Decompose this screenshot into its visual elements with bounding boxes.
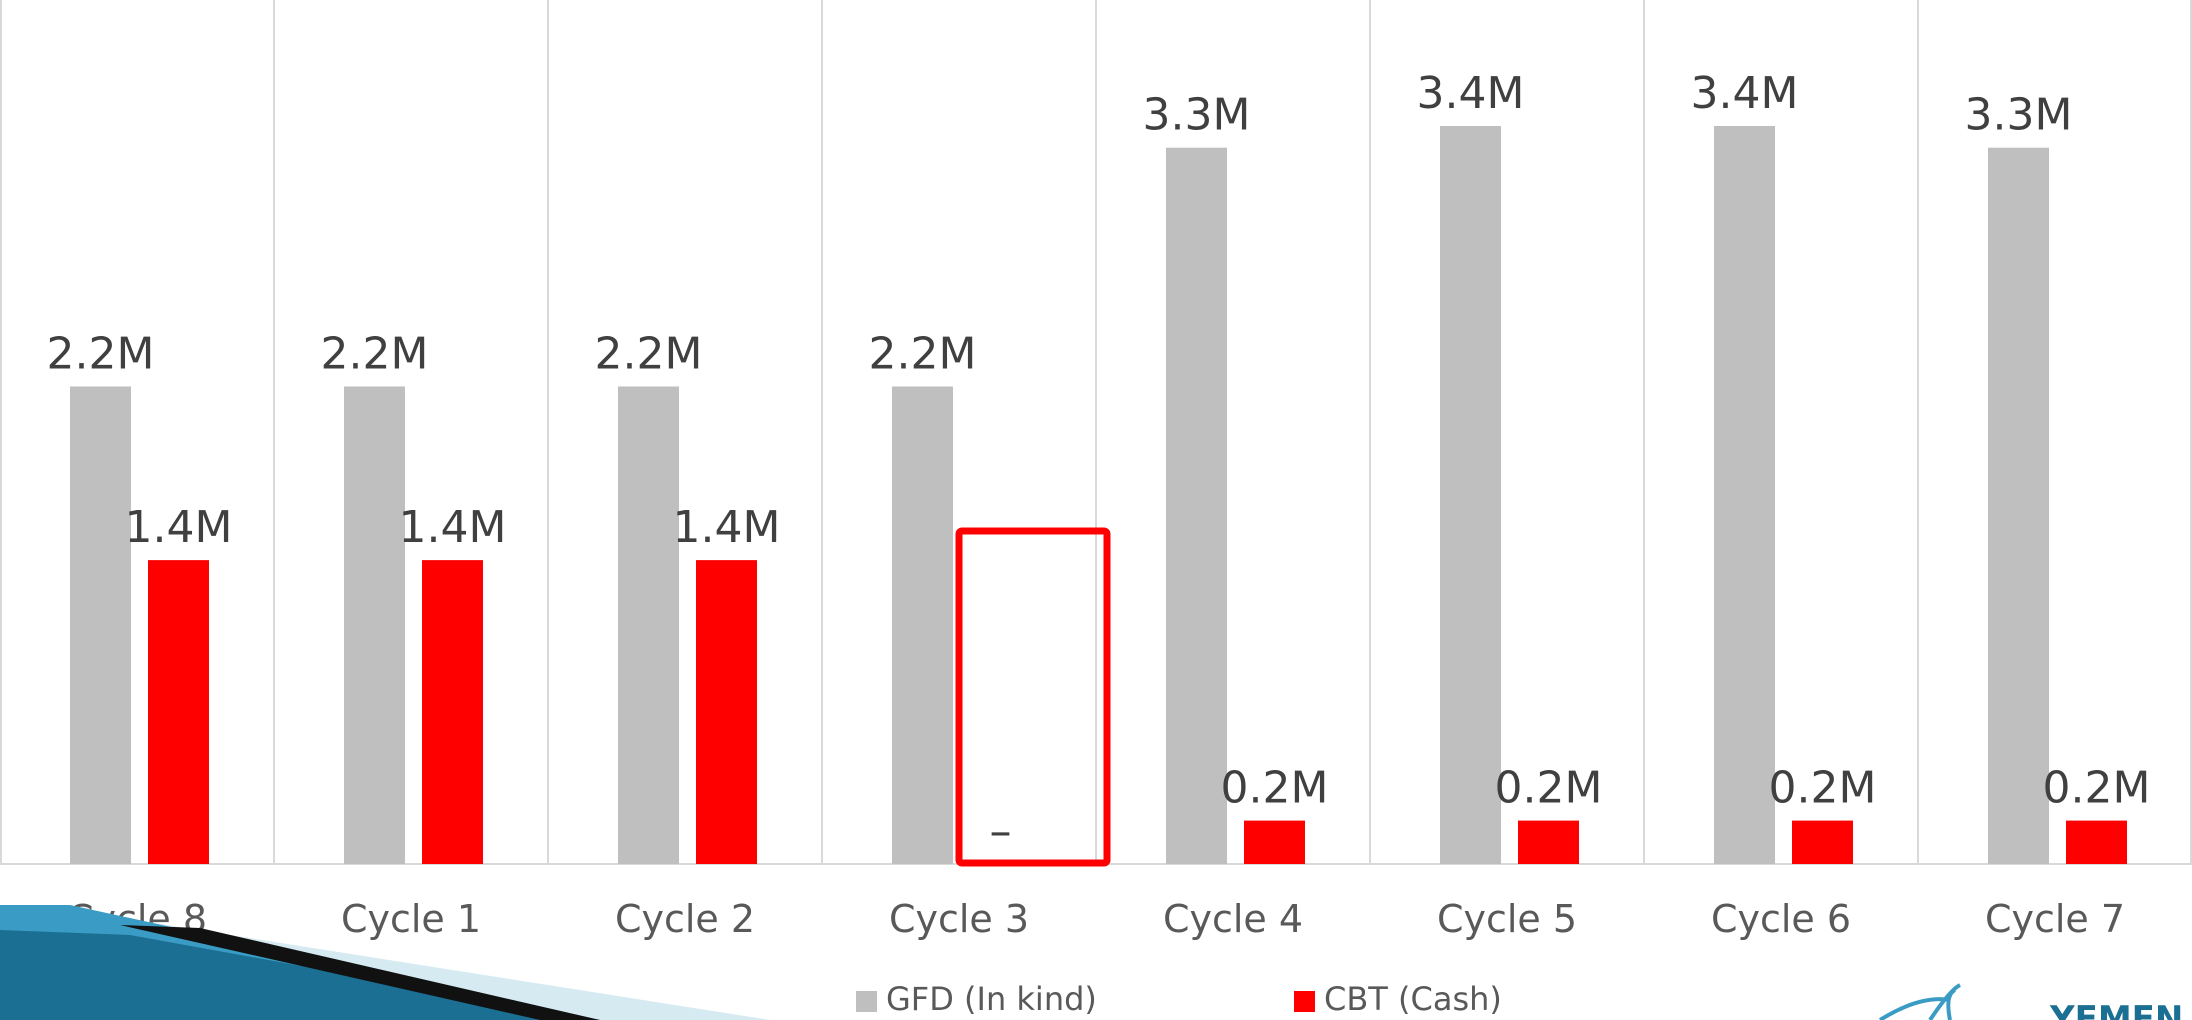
- bar: [344, 386, 405, 864]
- bar: [1166, 147, 1227, 865]
- x-tick-label: Cycle 7: [1985, 897, 2125, 941]
- swoosh-black: [120, 925, 600, 1020]
- bar: [1988, 147, 2049, 865]
- x-tick-label: Cycle 2: [615, 897, 755, 941]
- data-label: 1.4M: [673, 502, 781, 553]
- data-label: 1.4M: [125, 502, 233, 553]
- x-tick-label: Cycle 3: [889, 897, 1029, 941]
- bar: [2066, 820, 2127, 864]
- legend-label: GFD (In kind): [886, 980, 1097, 1018]
- bar: [70, 386, 131, 864]
- bar: [1440, 126, 1501, 864]
- legend-label: CBT (Cash): [1324, 980, 1502, 1018]
- bar: [148, 560, 209, 864]
- data-label: 0.2M: [1495, 763, 1603, 814]
- logo-text: YEMEN: [2049, 999, 2183, 1020]
- data-label: 0.2M: [1769, 763, 1877, 814]
- data-label: 3.4M: [1417, 68, 1525, 119]
- legend-swatch: [1294, 991, 1315, 1012]
- data-label: 3.4M: [1691, 68, 1799, 119]
- data-label: 3.3M: [1965, 90, 2073, 141]
- bar: [892, 386, 953, 864]
- bar: [1244, 820, 1305, 864]
- data-label: 0.2M: [2043, 763, 2151, 814]
- bar: [422, 560, 483, 864]
- x-tick-label: Cycle 5: [1437, 897, 1577, 941]
- highlight-box: [955, 527, 1111, 867]
- data-label: 2.2M: [321, 328, 429, 379]
- data-label: 2.2M: [595, 328, 703, 379]
- bar: [1518, 820, 1579, 864]
- data-label: 3.3M: [1143, 90, 1251, 141]
- logo-mark: [1878, 983, 1962, 1020]
- x-tick-label: Cycle 6: [1711, 897, 1851, 941]
- bar: [1792, 820, 1853, 864]
- bar: [618, 386, 679, 864]
- x-tick-label: Cycle 4: [1163, 897, 1303, 941]
- x-tick-label: Cycle 1: [341, 897, 481, 941]
- bar: [1714, 126, 1775, 864]
- data-label: 2.2M: [869, 328, 977, 379]
- decoration: YEMEN: [0, 905, 2183, 1020]
- data-label: –: [990, 806, 1012, 857]
- legend-swatch: [856, 991, 877, 1012]
- bar: [696, 560, 757, 864]
- data-label: 2.2M: [47, 328, 155, 379]
- data-label: 1.4M: [399, 502, 507, 553]
- data-label: 0.2M: [1221, 763, 1329, 814]
